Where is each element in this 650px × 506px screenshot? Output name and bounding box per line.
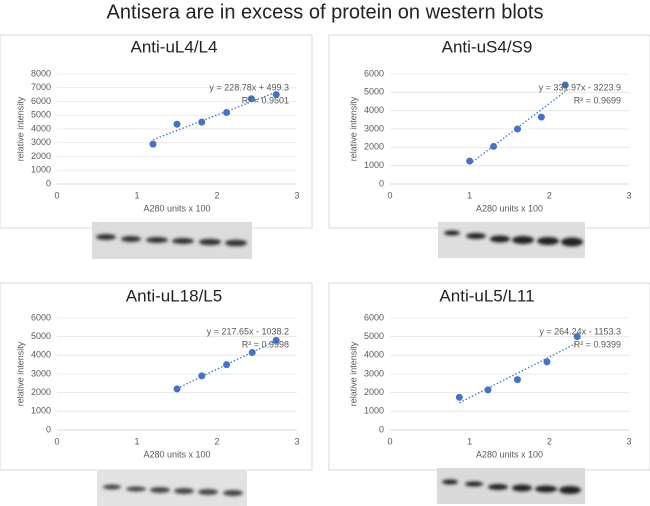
chart-title: Anti-uL18/L5 (126, 286, 222, 305)
chart-title: Anti-uL4/L4 (131, 37, 218, 56)
data-point (173, 385, 181, 393)
data-point (198, 118, 206, 126)
y-tick-label: 1000 (364, 406, 384, 416)
y-tick-label: 4000 (31, 123, 51, 133)
data-point (198, 372, 206, 380)
y-tick-label: 4000 (31, 350, 51, 360)
x-tick-label: 3 (294, 436, 299, 446)
x-tick-label: 2 (547, 190, 552, 200)
western-blot (438, 222, 585, 258)
data-point (223, 361, 231, 369)
y-tick-label: 0 (379, 178, 384, 188)
x-tick-label: 2 (214, 436, 219, 446)
data-point (223, 109, 231, 116)
y-tick-label: 5000 (364, 87, 384, 97)
trendline-annotation: y = 228.78x + 499.3 (209, 82, 289, 92)
data-point (272, 336, 280, 344)
x-axis-label: A280 units x 100 (143, 449, 210, 459)
x-tick-label: 1 (467, 190, 472, 200)
y-tick-label: 1000 (31, 406, 51, 416)
trendline-annotation: y = 264.24x - 1153.3 (539, 326, 621, 336)
x-tick-label: 3 (626, 436, 631, 446)
western-blot (97, 470, 247, 506)
data-point (543, 358, 551, 366)
y-axis-label: relative intensity (348, 341, 358, 406)
data-point (484, 386, 492, 394)
trendline (459, 342, 578, 404)
data-point (247, 95, 255, 103)
data-point (173, 120, 181, 128)
x-tick-label: 1 (134, 436, 139, 446)
chart-title: Anti-uS4/S9 (442, 37, 533, 56)
trendline-annotation: y = 217.65x - 1038.2 (207, 326, 289, 336)
y-tick-label: 7000 (31, 82, 51, 92)
x-tick-label: 2 (214, 190, 219, 200)
y-axis-label: relative intensity (15, 341, 25, 406)
y-tick-label: 3000 (364, 368, 384, 378)
trendline (176, 339, 277, 390)
trendline-annotation: R² = 0.9501 (242, 95, 289, 105)
data-point (466, 157, 474, 165)
x-axis-label: A280 units x 100 (143, 203, 210, 213)
x-tick-label: 2 (547, 436, 552, 446)
data-point (561, 81, 569, 89)
data-point (513, 376, 521, 384)
y-tick-label: 4000 (364, 105, 384, 115)
y-tick-label: 6000 (31, 96, 51, 106)
y-tick-label: 2000 (364, 142, 384, 152)
x-tick-label: 0 (387, 190, 392, 200)
y-tick-label: 0 (46, 178, 51, 188)
y-tick-label: 5000 (364, 331, 384, 341)
x-tick-label: 3 (626, 190, 631, 200)
y-tick-label: 1000 (364, 160, 384, 170)
trendline-annotation: R² = 0.9998 (242, 339, 289, 349)
western-blot (92, 222, 252, 259)
x-tick-label: 1 (467, 436, 472, 446)
x-tick-label: 0 (54, 436, 59, 446)
y-tick-label: 5000 (31, 331, 51, 341)
y-tick-label: 5000 (31, 110, 51, 120)
y-tick-label: 2000 (364, 387, 384, 397)
y-tick-label: 0 (46, 424, 51, 434)
data-point (537, 113, 545, 121)
y-tick-label: 1000 (31, 165, 51, 175)
y-tick-label: 2000 (31, 387, 51, 397)
y-tick-label: 3000 (31, 137, 51, 147)
data-point (513, 125, 521, 133)
x-tick-label: 0 (387, 436, 392, 446)
page-title: Antisera are in excess of protein on wes… (107, 1, 544, 23)
data-point (490, 142, 498, 150)
y-tick-label: 3000 (31, 368, 51, 378)
y-axis-label: relative intensity (348, 96, 358, 161)
x-axis-label: A280 units x 100 (476, 449, 543, 459)
data-point (248, 349, 256, 357)
western-blot (437, 468, 585, 504)
data-point (149, 140, 157, 148)
data-point (573, 333, 581, 341)
x-tick-label: 3 (294, 190, 299, 200)
trendline-annotation: R² = 0.9699 (574, 95, 621, 105)
data-point (272, 91, 280, 99)
chart-title: Anti-uL5/L11 (439, 286, 534, 305)
x-tick-label: 0 (54, 190, 59, 200)
y-tick-label: 3000 (364, 123, 384, 133)
y-tick-label: 0 (379, 424, 384, 434)
trendline-annotation: y = 331.97x - 3223.9 (539, 82, 621, 92)
y-tick-label: 6000 (364, 68, 384, 78)
y-tick-label: 8000 (31, 68, 51, 78)
x-axis-label: A280 units x 100 (476, 203, 543, 213)
y-tick-label: 4000 (364, 350, 384, 360)
y-axis-label: relative intensity (15, 96, 25, 161)
x-tick-label: 1 (134, 190, 139, 200)
y-tick-label: 6000 (31, 312, 51, 322)
data-point (455, 393, 463, 401)
y-tick-label: 6000 (364, 312, 384, 322)
y-tick-label: 2000 (31, 151, 51, 161)
trendline-annotation: R² = 0.9399 (574, 339, 621, 349)
trendline (152, 91, 277, 141)
